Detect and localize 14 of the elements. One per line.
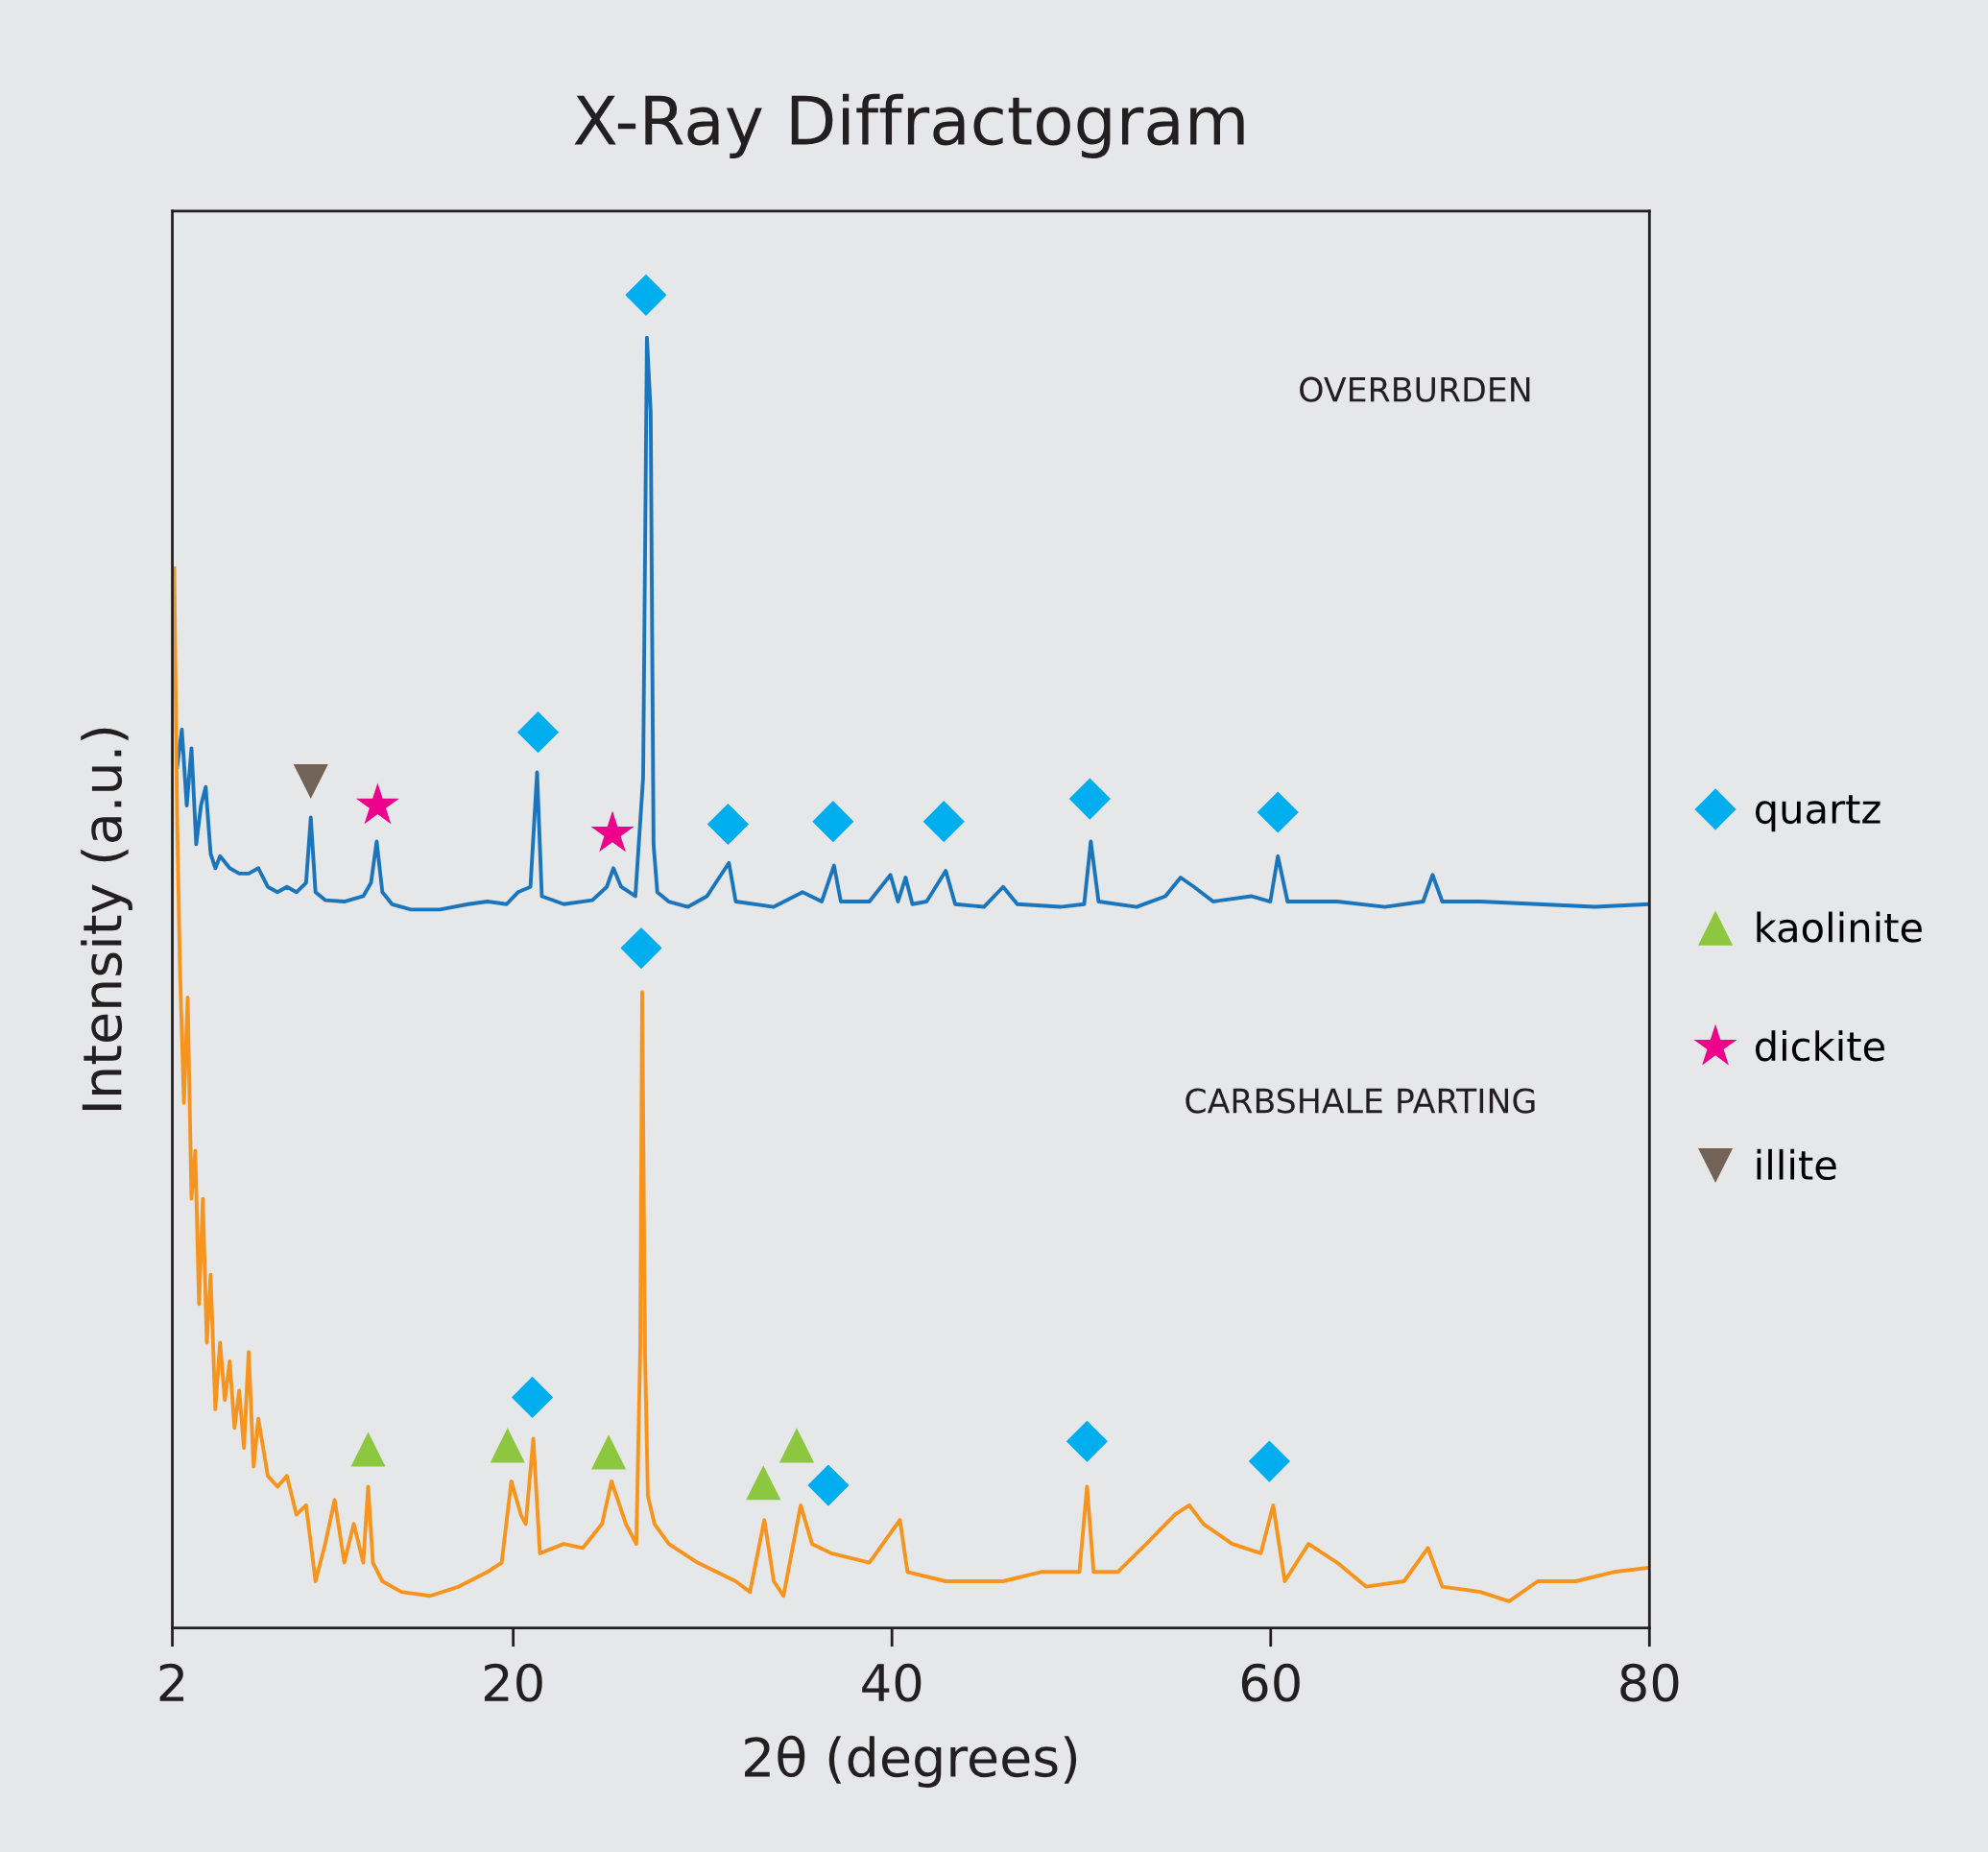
x-axis-title: 2θ (degrees) [745, 1735, 1077, 1788]
annotation: CARBSHALE PARTING [1186, 1088, 1535, 1114]
annotation: OVERBURDEN [1300, 376, 1530, 402]
y-axis-title: Intensity (a.u.) [81, 728, 132, 1110]
x-tick-label: 40 [862, 1663, 922, 1702]
legend-label: dickite [1755, 1030, 1885, 1062]
x-tick-label: 80 [1620, 1663, 1679, 1702]
x-tick-label: 2 [159, 1663, 184, 1701]
legend-label: illite [1757, 1148, 1836, 1181]
legend-label: quartz [1755, 795, 1880, 832]
x-tick-label: 60 [1241, 1663, 1300, 1702]
legend-label: kaolinite [1757, 911, 1922, 943]
x-tick-label: 20 [484, 1663, 542, 1702]
chart-title: X-Ray Diffractogram [574, 93, 1244, 158]
